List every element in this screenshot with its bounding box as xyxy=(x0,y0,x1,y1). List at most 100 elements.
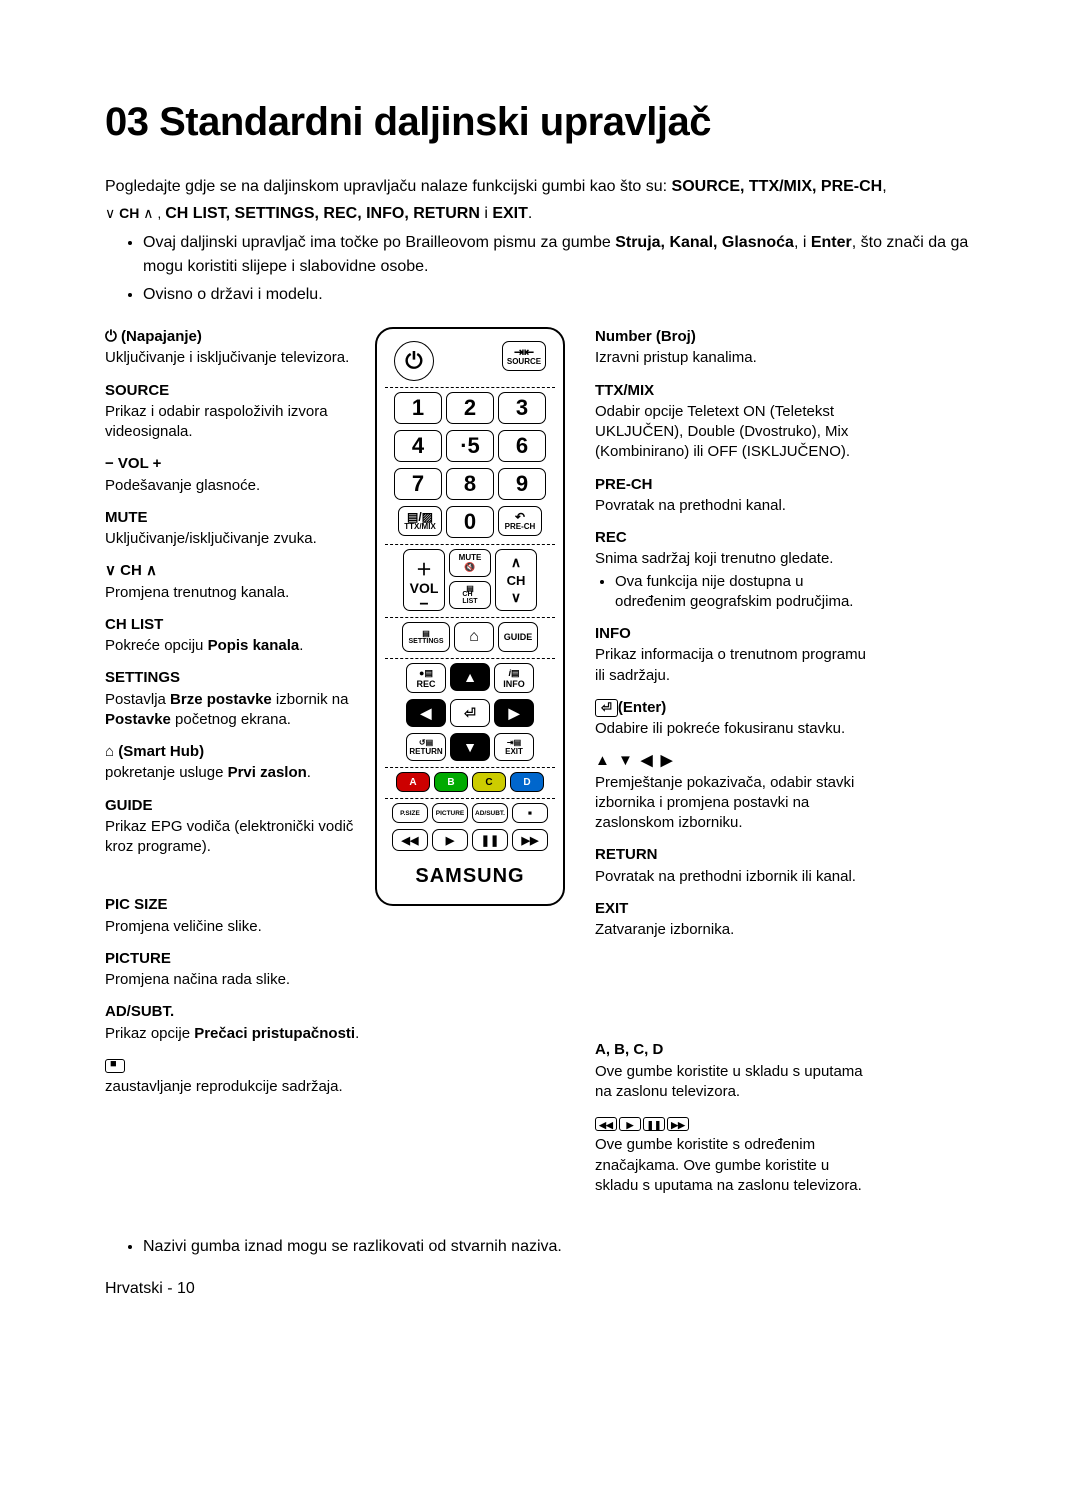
remote-play-button: ▶ xyxy=(432,829,468,851)
remote-enter-button: ⏎ xyxy=(450,699,490,727)
desc-exit-body: Zatvaranje izbornika. xyxy=(595,920,875,940)
desc-ttx: TTX/MIX Odabir opcije Teletext ON (Telet… xyxy=(595,381,875,463)
remote-down-button: ▼ xyxy=(450,733,490,761)
desc-vol-title: − VOL + xyxy=(105,455,161,472)
desc-ch: ∨ CH ∧ Promjena trenutnog kanala. xyxy=(105,561,365,603)
desc-smarthub-body: pokretanje usluge Prvi zaslon. xyxy=(105,763,365,783)
desc-return-body: Povratak na prethodni izbornik ili kanal… xyxy=(595,867,875,887)
desc-prech-title: PRE-CH xyxy=(595,475,875,495)
remote-rec-label: REC xyxy=(416,679,435,689)
remote-rw-button: ◀◀ xyxy=(392,829,428,851)
desc-smarthub-title: ⌂ (Smart Hub) xyxy=(105,742,365,762)
desc-mute-title: MUTE xyxy=(105,508,365,528)
remote-num-9: 9 xyxy=(498,468,546,500)
desc-smarthub: ⌂ (Smart Hub) pokretanje usluge Prvi zas… xyxy=(105,742,365,784)
enter-icon: ⏎ xyxy=(595,699,618,717)
desc-enter-title: ⏎(Enter) xyxy=(595,698,875,718)
intro-li1-b: Struja, Kanal, Glasnoća xyxy=(615,234,794,251)
footer-note-list: Nazivi gumba iznad mogu se razlikovati o… xyxy=(143,1238,980,1256)
desc-source-body: Prikaz i odabir raspoloživih izvora vide… xyxy=(105,402,365,443)
remote-num-7: 7 xyxy=(394,468,442,500)
remote-psize-button: P.SIZE xyxy=(392,803,428,823)
remote-prech-button: ↶PRE-CH xyxy=(498,506,542,536)
remote-prech-label: PRE-CH xyxy=(505,523,536,531)
remote-num-3: 3 xyxy=(498,392,546,424)
remote-power-button: ⏻ xyxy=(394,341,434,381)
remote-picture-button: PICTURE xyxy=(432,803,468,823)
desc-abcd-body: Ove gumbe koristite u skladu s uputama n… xyxy=(595,1062,875,1103)
remote-num-0: 0 xyxy=(446,506,494,538)
desc-settings: SETTINGS Postavlja Brze postavke izborni… xyxy=(105,668,365,730)
remote-return-button: ↺▤RETURN xyxy=(406,733,446,761)
remote-left-button: ◀ xyxy=(406,699,446,727)
remote-vol-rocker: ＋ VOL − xyxy=(403,549,445,611)
desc-playback: ◀◀▶❚❚▶▶ Ove gumbe koristite s određenim … xyxy=(595,1114,875,1196)
ch-bold: CH LIST, SETTINGS, REC, INFO, RETURN xyxy=(165,205,480,222)
settings-icon: ▤ xyxy=(422,629,430,638)
remote-vol-label: VOL xyxy=(410,580,439,596)
remote-brand: SAMSUNG xyxy=(385,865,555,888)
desc-number-body: Izravni pristup kanalima. xyxy=(595,348,875,368)
desc-guide-body: Prikaz EPG vodiča (elektronički vodič kr… xyxy=(105,817,365,858)
desc-abcd: A, B, C, D Ove gumbe koristite u skladu … xyxy=(595,1040,875,1102)
remote-num-8: 8 xyxy=(446,468,494,500)
desc-prech: PRE-CH Povratak na prethodni kanal. xyxy=(595,475,875,517)
desc-stop: zaustavljanje reprodukcije sadržaja. xyxy=(105,1056,365,1098)
ad-bold: Prečaci pristupačnosti xyxy=(194,1025,355,1042)
exit-icon: ⇥▤ xyxy=(507,738,521,747)
ch-exit: EXIT xyxy=(492,205,528,222)
desc-chlist-body: Pokreće opciju Popis kanala. xyxy=(105,636,365,656)
desc-ttx-body: Odabir opcije Teletext ON (Teletekst UKL… xyxy=(595,402,875,463)
remote-pause-button: ❚❚ xyxy=(472,829,508,851)
remote-info-label: INFO xyxy=(503,679,525,689)
desc-abcd-title: A, B, C, D xyxy=(595,1040,875,1060)
set-post: početnog ekrana. xyxy=(171,711,291,728)
remote-num-6: 6 xyxy=(498,430,546,462)
desc-rec-sub: Ova funkcija nije dostupna u određenim g… xyxy=(615,572,875,613)
desc-power-body: Uključivanje i isključivanje televizora. xyxy=(105,348,365,368)
chlist-bold: Popis kanala xyxy=(208,637,300,654)
info-icon: i▤ xyxy=(508,668,519,679)
desc-ch-title: ∨ CH ∧ xyxy=(105,561,365,581)
desc-picsize-title: PIC SIZE xyxy=(105,896,168,913)
intro-li1-c: , i xyxy=(794,234,811,251)
intro-list-item-1: Ovaj daljinski upravljač ima točke po Br… xyxy=(143,231,980,279)
desc-arrows-title: ▲ ▼ ◀ ▶ xyxy=(595,751,875,771)
desc-rec: REC Snima sadržaj koji trenutno gledate.… xyxy=(595,528,875,612)
desc-adsubt: AD/SUBT. Prikaz opcije Prečaci pristupač… xyxy=(105,1002,365,1044)
remote-illustration: ⏻ ⇥⇤SOURCE 1 2 3 4 ·5 6 7 8 9 ▤/▨TTX/MIX xyxy=(375,327,565,906)
intro-ch-line: ∨ CH ∧ , CH LIST, SETTINGS, REC, INFO, R… xyxy=(105,205,980,223)
remote-num-5: ·5 xyxy=(446,430,494,462)
remote-color-c: C xyxy=(472,772,506,792)
desc-rec-title: REC xyxy=(595,528,875,548)
desc-guide-title: GUIDE xyxy=(105,796,365,816)
desc-source: SOURCE Prikaz i odabir raspoloživih izvo… xyxy=(105,381,365,443)
desc-mute-body: Uključivanje/isključivanje zvuka. xyxy=(105,529,365,549)
page-footer: Hrvatski - 10 xyxy=(105,1280,980,1298)
mute-icon: 🔇 xyxy=(464,562,475,573)
desc-playback-body: Ove gumbe koristite s određenim značajka… xyxy=(595,1135,875,1196)
remote-adsubt-button: AD/SUBT. xyxy=(472,803,508,823)
desc-adsubt-body: Prikaz opcije Prečaci pristupačnosti. xyxy=(105,1024,365,1044)
desc-rec-sublist: Ova funkcija nije dostupna u određenim g… xyxy=(615,572,875,613)
desc-picture-title: PICTURE xyxy=(105,949,365,969)
set-b2: Postavke xyxy=(105,711,171,728)
remote-exit-button: ⇥▤EXIT xyxy=(494,733,534,761)
remote-color-a: A xyxy=(396,772,430,792)
remote-settings-label: SETTINGS xyxy=(408,638,443,645)
desc-exit: EXIT Zatvaranje izbornika. xyxy=(595,899,875,941)
remote-color-b: B xyxy=(434,772,468,792)
desc-stop-title xyxy=(105,1056,365,1076)
chlist-pre: Pokreće opciju xyxy=(105,637,208,654)
desc-enter: ⏎(Enter) Odabire ili pokreće fokusiranu … xyxy=(595,698,875,740)
desc-info-body: Prikaz informacija o trenutnom programu … xyxy=(595,645,875,686)
set-b1: Brze postavke xyxy=(170,691,272,708)
remote-exit-label: EXIT xyxy=(505,747,523,756)
remote-num-2: 2 xyxy=(446,392,494,424)
remote-chlist-button: ▤CHLIST xyxy=(449,581,491,609)
enter-title-text: (Enter) xyxy=(618,699,666,716)
desc-playback-title: ◀◀▶❚❚▶▶ xyxy=(595,1114,875,1134)
remote-ch-rocker: ∧ CH ∨ xyxy=(495,549,537,611)
desc-source-title: SOURCE xyxy=(105,381,365,401)
desc-ttx-title: TTX/MIX xyxy=(595,381,875,401)
